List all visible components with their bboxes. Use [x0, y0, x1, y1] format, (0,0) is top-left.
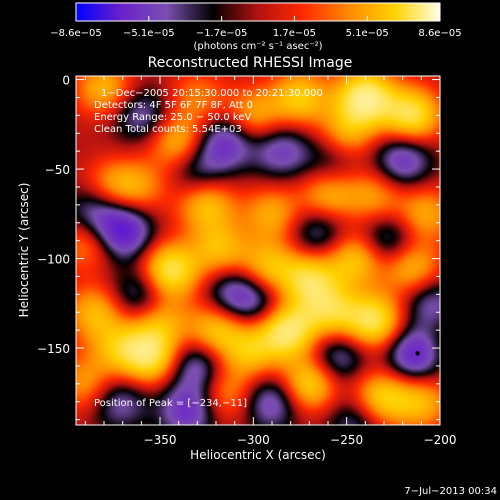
y-tick-label: −150: [37, 342, 70, 356]
x-tick-label: −350: [144, 433, 177, 447]
plot-frame: [75, 75, 441, 426]
colorbar-tick-label: 5.1e−05: [346, 28, 389, 39]
annotation-energy-range: Energy Range: 25.0 − 50.0 keV: [94, 112, 251, 123]
annotation-block: 1−Dec−2005 20:15:30.000 to 20:21:30.000 …: [94, 88, 323, 135]
heatmap-image: [76, 76, 440, 425]
colorbar-unit-label: (photons cm⁻² s⁻¹ asec⁻²): [193, 41, 322, 52]
y-tick-label: 0: [62, 74, 70, 88]
colorbar-tick-label: 8.6e−05: [418, 28, 461, 39]
x-tick-label: −300: [237, 433, 270, 447]
x-tick-label: −200: [424, 433, 457, 447]
y-axis-label: Heliocentric Y (arcsec): [17, 183, 31, 318]
y-tick-label: −100: [37, 253, 70, 267]
x-axis-ticks: [84, 76, 441, 425]
annotation-clean-counts: Clean Total counts: 5.54E+03: [94, 124, 242, 135]
colorbar-tick-label: −5.1e−05: [123, 28, 175, 39]
annotation-detectors: Detectors: 4F 5F 6F 7F 8F, Att 0: [94, 100, 253, 111]
colorbar-tick-label: −1.7e−05: [196, 28, 248, 39]
y-axis-tick-labels: 0 −50 −100 −150: [37, 74, 70, 356]
timestamp: 7−Jul−2013 00:34: [404, 486, 497, 497]
colorbar-tick-label: 1.7e−05: [273, 28, 316, 39]
x-axis-label: Heliocentric X (arcsec): [190, 448, 326, 462]
x-axis-tick-labels: −350 −300 −250 −200: [144, 433, 457, 447]
colorbar-ticks: [75, 16, 441, 21]
x-tick-label: −250: [330, 433, 363, 447]
y-axis-ticks: [76, 79, 440, 421]
peak-position-label: Position of Peak = [−234,−11]: [94, 398, 247, 409]
peak-marker: [415, 351, 420, 356]
chart-title: Reconstructed RHESSI Image: [148, 55, 353, 71]
colorbar-tick-label: −8.6e−05: [50, 28, 102, 39]
annotation-time-range: 1−Dec−2005 20:15:30.000 to 20:21:30.000: [101, 88, 323, 99]
colorbar: [75, 2, 441, 22]
colorbar-tick-labels: −8.6e−05 −5.1e−05 −1.7e−05 1.7e−05 5.1e−05 8.…: [50, 28, 461, 39]
y-tick-label: −50: [45, 163, 70, 177]
